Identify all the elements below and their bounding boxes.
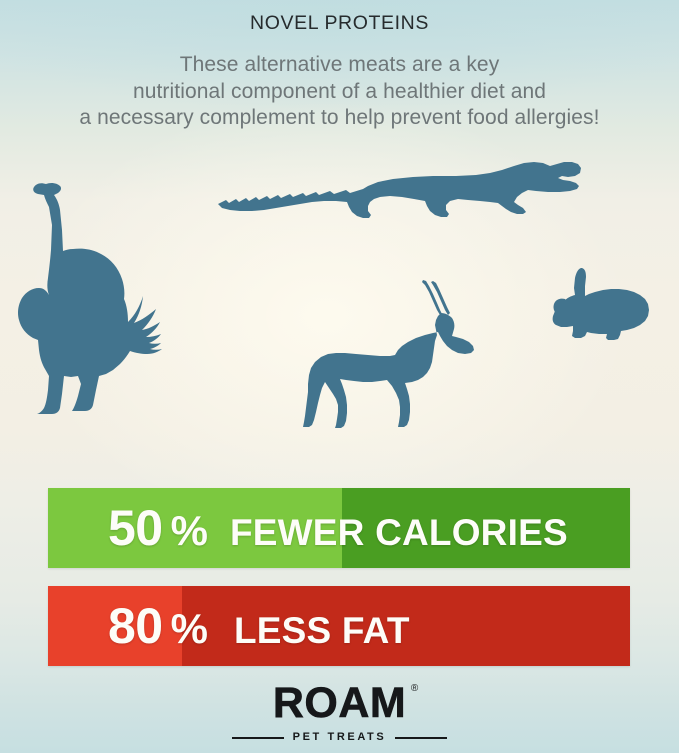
logo-wordmark-text: ROAM [272,679,407,727]
brand-logo: ROAM ® PET TREATS [0,679,679,743]
stat-bar-content: 80 % LESS FAT [48,601,630,651]
subtitle-line-2: nutritional component of a healthier die… [132,79,547,103]
stat-value-number: 80 [108,598,163,654]
percent-symbol: % [170,507,208,554]
subtitle-line-3: a necessary complement to help prevent f… [79,106,600,129]
logo-rule-left [231,736,284,739]
stat-label: FEWER CALORIES [229,512,568,553]
stat-bar-fewer-calories: 50 % FEWER CALORIES [48,488,630,568]
subtitle-line-1: These alternative meats are a key [179,53,500,76]
stat-bars-group: 50 % FEWER CALORIES 80 % LESS FAT [48,488,630,666]
stat-bar-less-fat: 80 % LESS FAT [48,586,630,666]
rabbit-icon [551,265,651,343]
stat-value-wrap: 50 % [108,503,208,553]
percent-symbol: % [170,605,208,652]
subtitle-text: These alternative meats are a key nutrit… [0,35,679,132]
gazelle-icon [300,280,475,430]
stat-bar-fill-green [48,488,342,568]
logo-wordmark: ROAM ® [272,679,419,727]
stat-label: LESS FAT [233,610,410,651]
animal-silhouette-group [0,155,679,465]
stat-value-number: 50 [108,500,163,556]
logo-tagline: PET TREATS [292,731,387,743]
page-title: NOVEL PROTEINS [250,12,429,34]
header-block: NOVEL PROTEINS These alternative meats a… [0,0,679,132]
crocodile-icon [218,160,581,225]
ostrich-icon [16,170,224,415]
logo-rule-right [395,736,448,739]
stat-bar-fill-red [48,586,182,666]
stat-value-wrap: 80 % [108,601,208,651]
stat-bar-content: 50 % FEWER CALORIES [48,503,630,553]
logo-tagline-row: PET TREATS [0,732,679,743]
registered-trademark-icon: ® [410,683,419,694]
